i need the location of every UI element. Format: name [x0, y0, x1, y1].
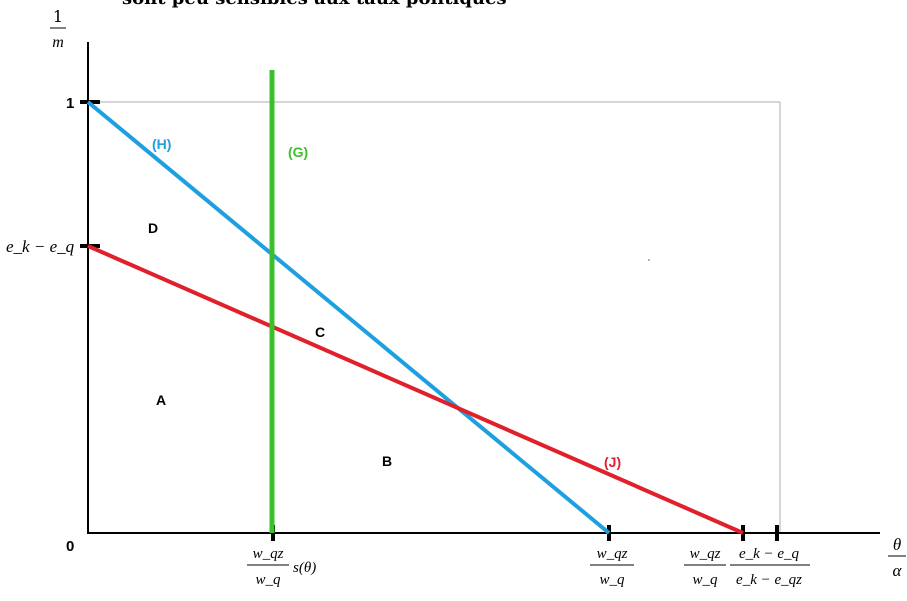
region-a-label: A — [156, 392, 166, 408]
x-tick-3a-num: w_qz — [690, 546, 721, 562]
origin-label: 0 — [66, 538, 74, 555]
x-tick-1-num: w_qz — [253, 546, 284, 562]
curve-j-line — [87, 244, 744, 535]
stray-dot — [648, 259, 650, 261]
curve-g-label: (G) — [288, 144, 308, 160]
region-c-label: C — [315, 324, 325, 340]
x-tick-2-num: w_qz — [597, 546, 628, 562]
x-axis-label-den: α — [893, 561, 903, 580]
region-b-label: B — [382, 453, 392, 469]
x-tick-3a-den: w_q — [692, 572, 718, 588]
curve-h-label: (H) — [152, 136, 171, 152]
x-tick-2-den: w_q — [599, 572, 625, 588]
header-fragment: sont peu sensibles aux taux politiques — [122, 0, 507, 9]
x-tick-3b-num: e_k − e_q — [739, 546, 800, 562]
y-axis-label-den: m — [52, 34, 64, 51]
region-d-label: D — [148, 220, 158, 236]
y-tick-ek-eq-label: e_k − e_q — [6, 237, 75, 256]
y-tick-1-label: 1 — [66, 95, 74, 112]
x-axis-label-num: θ — [893, 535, 901, 554]
curve-j-label: (J) — [604, 454, 621, 470]
x-tick-1-suffix: s(θ) — [293, 560, 316, 576]
x-tick-3b-den: e_k − e_qz — [736, 572, 802, 588]
x-tick-1-den: w_q — [255, 572, 281, 588]
y-axis-label-num: 1 — [53, 7, 63, 26]
curve-h-line — [86, 100, 611, 535]
